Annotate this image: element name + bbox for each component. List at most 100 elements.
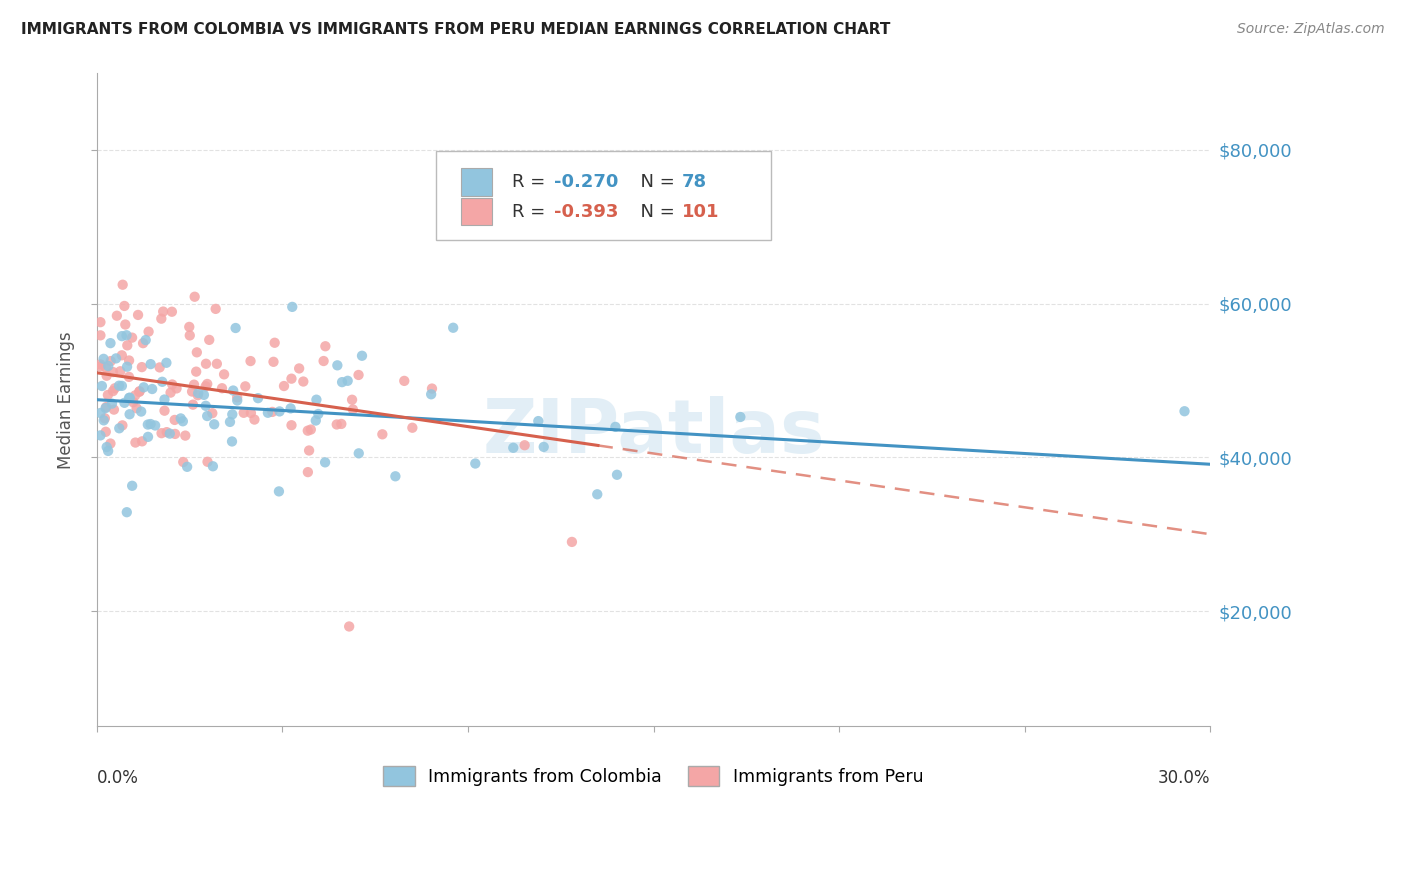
Point [111,379,134,393]
Point [205,357,228,371]
Point [211,381,233,395]
Point [305,392,328,407]
Point [135,333,157,347]
Point [280,401,302,416]
Point [314,339,336,353]
Point [299,423,322,437]
Point [394,374,416,388]
Point [172,414,194,428]
Text: R =: R = [512,202,551,220]
Point [605,420,627,434]
Point [118,353,141,368]
Point [420,382,443,396]
Point [297,424,319,438]
Point [114,396,136,410]
Point [280,372,302,386]
Point [307,407,329,421]
Point [194,399,217,413]
Point [121,331,143,345]
Point [326,417,349,432]
Point [128,384,150,399]
Point [174,428,197,442]
Point [340,392,363,407]
Text: Source: ZipAtlas.com: Source: ZipAtlas.com [1237,22,1385,37]
Point [314,455,336,469]
Point [112,299,135,313]
Point [330,417,353,431]
Point [93,413,115,427]
Point [312,354,335,368]
Point [122,395,145,409]
Point [263,335,285,350]
Point [128,384,150,399]
Point [280,418,302,433]
Point [239,406,262,420]
Point [166,381,188,395]
Point [298,443,321,458]
Point [326,359,349,373]
Point [401,421,423,435]
Point [108,421,131,435]
Point [195,376,218,391]
Point [121,479,143,493]
Point [105,309,128,323]
Point [97,388,120,402]
Text: 30.0%: 30.0% [1159,769,1211,787]
Point [149,360,172,375]
Point [233,379,256,393]
Point [111,329,134,343]
Point [115,505,138,519]
Point [247,391,270,405]
Point [115,359,138,374]
Point [222,384,245,398]
Point [94,401,117,415]
Point [125,401,148,416]
Point [181,398,204,412]
Point [100,354,122,368]
Point [139,357,162,371]
Point [195,357,218,371]
Y-axis label: Median Earnings: Median Earnings [58,331,75,468]
Point [342,402,364,417]
Point [97,359,120,373]
Point [118,391,141,405]
Point [131,360,153,375]
Point [269,404,291,418]
Point [262,405,284,419]
Point [502,441,524,455]
Point [221,434,243,449]
Point [101,396,124,410]
Text: R =: R = [512,173,551,191]
Point [187,388,209,402]
Point [336,374,359,388]
Point [232,406,254,420]
Point [136,430,159,444]
Text: N =: N = [628,173,681,191]
Point [561,535,583,549]
Text: 101: 101 [682,202,718,220]
Point [533,440,555,454]
Point [153,403,176,417]
Point [163,413,186,427]
Point [441,320,464,334]
Point [225,321,247,335]
Point [105,351,128,366]
Point [204,301,226,316]
Point [186,345,208,359]
Point [193,388,215,402]
Point [115,328,138,343]
Point [267,484,290,499]
Point [152,304,174,318]
Point [297,465,319,479]
Point [162,377,184,392]
Point [111,418,134,433]
Point [226,390,249,404]
Point [131,434,153,449]
Point [132,380,155,394]
Point [263,355,285,369]
Point [197,455,219,469]
Point [90,379,112,393]
Point [183,290,205,304]
Point [350,349,373,363]
Point [100,436,122,450]
